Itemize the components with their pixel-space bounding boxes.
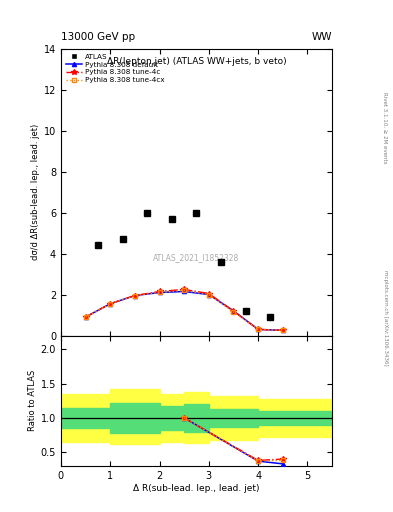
Text: WW: WW: [312, 32, 332, 42]
Text: Rivet 3.1.10, ≥ 2M events: Rivet 3.1.10, ≥ 2M events: [383, 92, 387, 164]
Text: 13000 GeV pp: 13000 GeV pp: [61, 32, 135, 42]
Text: ΔR(lepton,jet) (ATLAS WW+jets, b veto): ΔR(lepton,jet) (ATLAS WW+jets, b veto): [107, 57, 286, 66]
Legend: ATLAS, Pythia 8.308 default, Pythia 8.308 tune-4c, Pythia 8.308 tune-4cx: ATLAS, Pythia 8.308 default, Pythia 8.30…: [64, 52, 166, 85]
X-axis label: Δ R(sub-lead. lep., lead. jet): Δ R(sub-lead. lep., lead. jet): [133, 483, 260, 493]
Y-axis label: Ratio to ATLAS: Ratio to ATLAS: [28, 370, 37, 431]
Y-axis label: dσ/d ΔR(sub-lead. lep., lead. jet): dσ/d ΔR(sub-lead. lep., lead. jet): [31, 124, 40, 260]
Text: mcplots.cern.ch [arXiv:1306.3436]: mcplots.cern.ch [arXiv:1306.3436]: [383, 270, 387, 365]
Text: ATLAS_2021_I1852328: ATLAS_2021_I1852328: [153, 253, 240, 263]
